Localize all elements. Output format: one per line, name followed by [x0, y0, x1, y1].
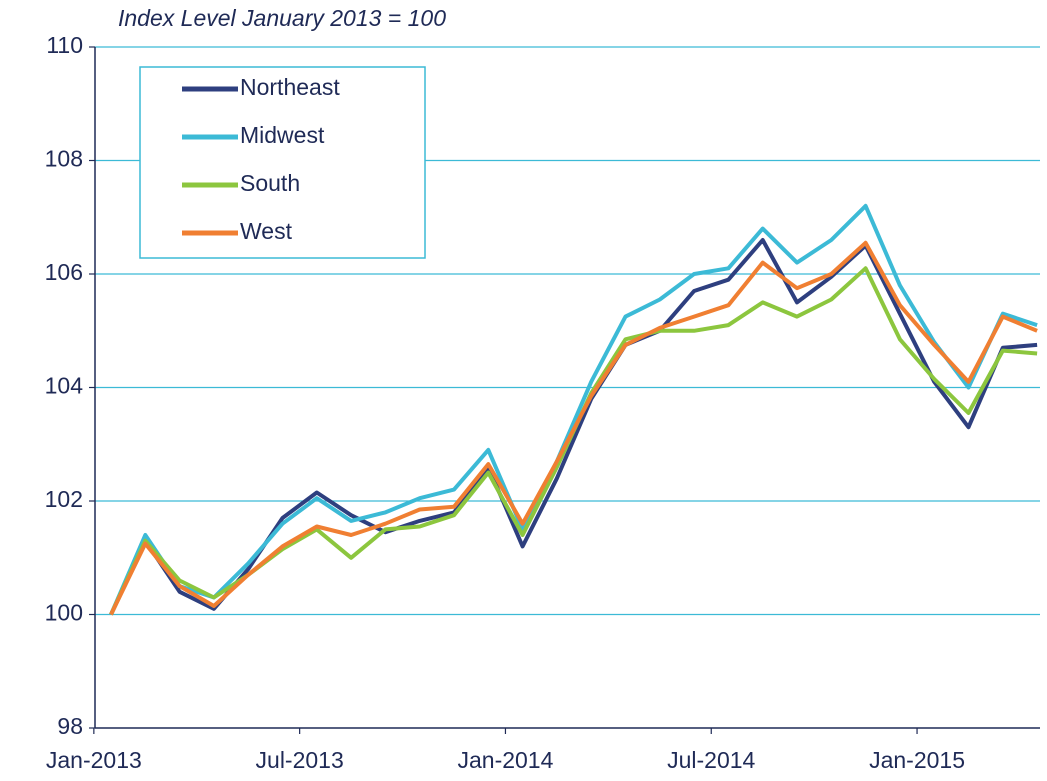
legend-label: West: [240, 218, 293, 244]
y-tick-label: 106: [45, 259, 83, 285]
chart-subtitle: Index Level January 2013 = 100: [118, 5, 446, 31]
y-tick-label: 110: [46, 32, 83, 58]
y-tick-label: 102: [45, 486, 83, 512]
legend-label: Northeast: [240, 74, 340, 100]
y-tick-label: 108: [45, 146, 83, 172]
series-line: [109, 240, 1038, 616]
y-tick-label: 100: [45, 600, 83, 626]
x-tick-label: Jul-2014: [667, 747, 755, 773]
x-tick-label: Jul-2013: [256, 747, 344, 773]
series-line: [109, 203, 1038, 616]
x-tick-label: Jan-2015: [869, 747, 965, 773]
legend-label: Midwest: [240, 122, 325, 148]
legend-box: [139, 66, 426, 259]
y-tick-label: 98: [57, 713, 83, 739]
x-tick-label: Jan-2013: [46, 747, 142, 773]
y-tick-label: 104: [45, 373, 84, 399]
legend-label: South: [240, 170, 300, 196]
x-tick-label: Jan-2014: [457, 747, 553, 773]
